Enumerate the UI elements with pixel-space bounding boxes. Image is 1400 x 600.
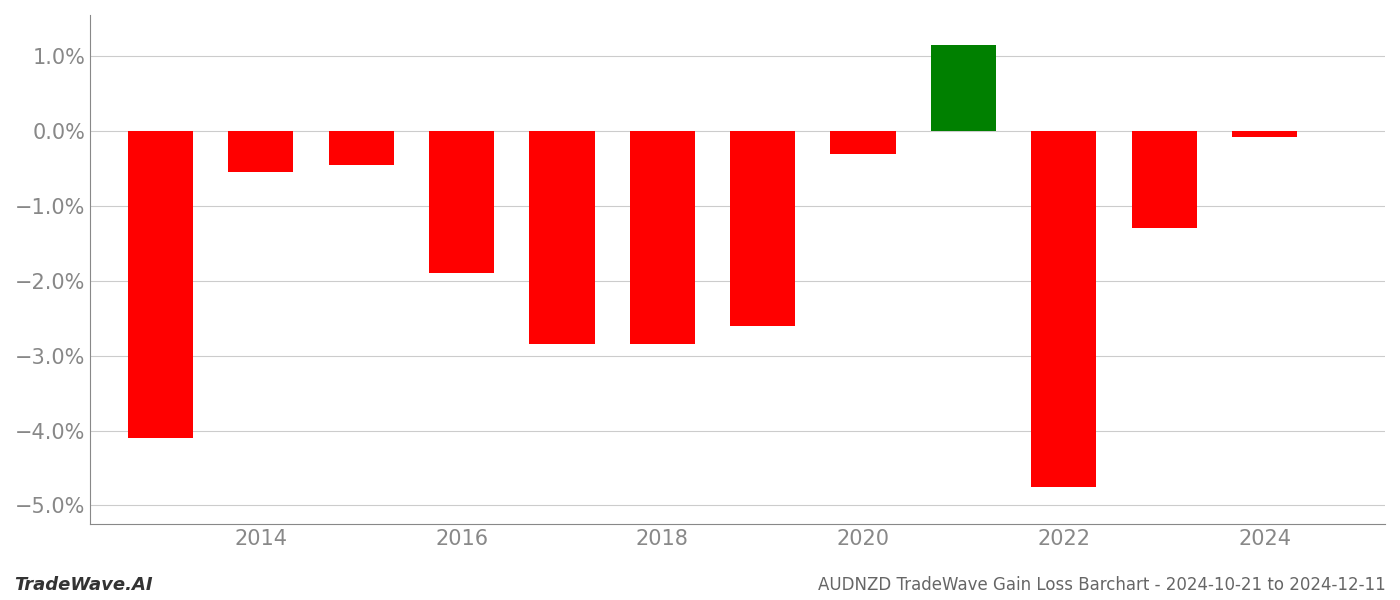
- Bar: [228, 131, 294, 172]
- Bar: [329, 131, 393, 165]
- Bar: [630, 131, 694, 344]
- Bar: [1131, 131, 1197, 229]
- Bar: [931, 45, 995, 131]
- Bar: [428, 131, 494, 274]
- Bar: [529, 131, 595, 344]
- Bar: [729, 131, 795, 326]
- Bar: [830, 131, 896, 154]
- Bar: [127, 131, 193, 438]
- Text: TradeWave.AI: TradeWave.AI: [14, 576, 153, 594]
- Text: AUDNZD TradeWave Gain Loss Barchart - 2024-10-21 to 2024-12-11: AUDNZD TradeWave Gain Loss Barchart - 20…: [818, 576, 1386, 594]
- Bar: [1232, 131, 1298, 137]
- Bar: [1032, 131, 1096, 487]
